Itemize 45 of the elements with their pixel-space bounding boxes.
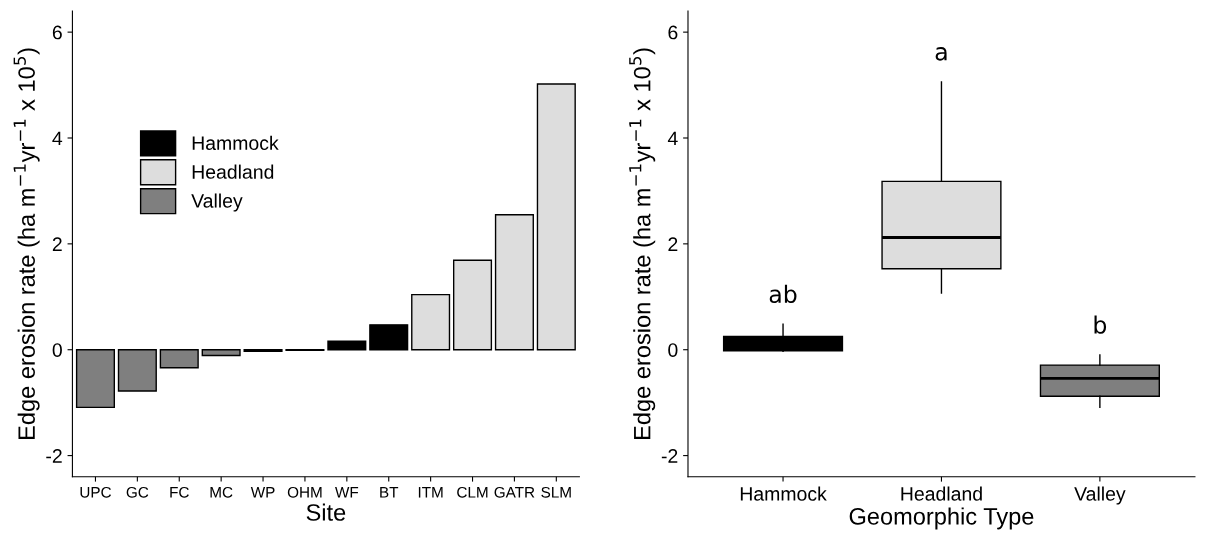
annotation: a [935,47,947,61]
bar [201,349,241,357]
x-tick-label: CLM [457,486,488,498]
y-tick-label: 4 [52,131,63,146]
bar [369,324,409,351]
bar [159,349,199,369]
x-tick-label: ITM [418,487,443,498]
y-tick-label: 2 [668,237,678,251]
y-tick-label: 0 [668,343,678,357]
bar [494,214,534,351]
x-tick-label: FC [170,486,189,498]
x-tick-label: GATR [494,486,535,498]
bar [75,349,116,409]
x-tick-label: GC [126,486,149,498]
x-axis-title: Site [306,503,346,521]
y-tick-label: 0 [52,343,62,357]
x-tick-label: Hammock [740,486,827,501]
bar [117,349,157,392]
y-tick-label: 6 [52,25,62,40]
x-tick-label: OHM [287,486,322,498]
legend-label: Headland [192,164,274,179]
x-axis-title: Geomorphic Type [849,507,1034,530]
bar [536,83,576,351]
bar [452,259,493,351]
bar [411,293,451,351]
y-tick-label: 6 [668,25,678,40]
y-tick-label: -2 [46,449,62,463]
x-tick-label: WF [335,487,359,498]
legend-label: Hammock [192,135,279,150]
y-axis-title: Edge erosion rate (ha m$^{−1}$yr$^{−1}$ x 10$^{5}$) [13,48,40,439]
x-tick-label: MC [210,486,233,498]
bar [327,340,367,351]
x-tick-label: Valley [1074,486,1126,505]
legend-label: Valley [191,193,243,212]
y-tick-label: 4 [667,131,678,146]
x-tick-label: BT [380,487,399,498]
y-axis-title: Edge erosion rate (ha m$^{−1}$yr$^{−1}$ x 10$^{5}$) [629,48,656,439]
y-tick-label: 2 [52,237,62,251]
annotation: b [1094,315,1107,334]
y-tick-label: -2 [661,449,678,463]
x-tick-label: WP [250,487,275,498]
x-tick-label: UPC [80,486,112,498]
x-tick-label: Headland [901,486,982,501]
x-tick-label: SLM [541,486,571,498]
annotation: ab [769,284,797,304]
